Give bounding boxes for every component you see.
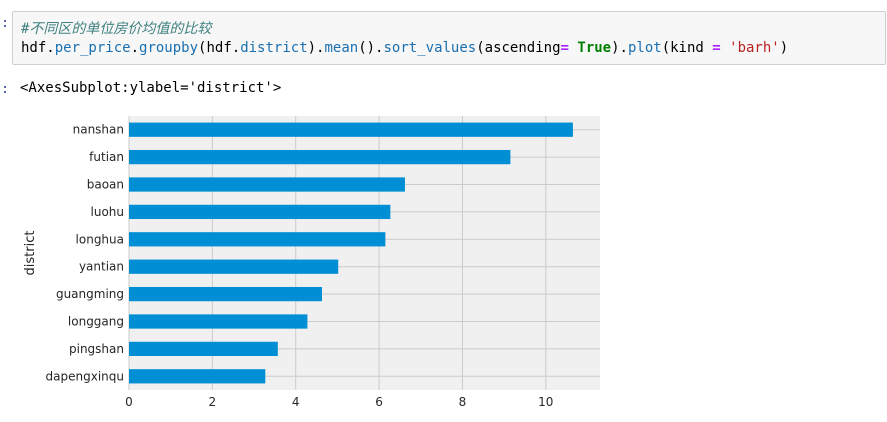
code-token: plot: [627, 40, 662, 56]
x-tick-label: 8: [459, 395, 467, 409]
code-token: .: [130, 40, 140, 56]
code-token: district: [240, 40, 308, 56]
y-tick-label: longhua: [76, 232, 124, 246]
code-statement-line: hdf.per_price.groupby(hdf.district).mean…: [21, 40, 788, 56]
code-token: groupby: [139, 40, 199, 56]
x-tick-label: 0: [125, 395, 133, 409]
code-token: sort_values: [383, 40, 477, 56]
y-tick-label: guangming: [56, 287, 124, 301]
code-token: 'barh': [729, 40, 780, 56]
y-tick-label: pingshan: [69, 342, 124, 356]
y-tick-label: yantian: [79, 260, 124, 274]
input-prompt: :: [1, 16, 9, 31]
code-token: =: [560, 40, 569, 56]
bar-guangming: [129, 286, 322, 302]
code-token: ).: [307, 40, 325, 56]
bar-longgang: [129, 314, 308, 329]
x-tick-label: 10: [538, 395, 553, 409]
bar-futian: [129, 149, 511, 165]
bar-baoan: [129, 177, 405, 192]
y-tick-label: baoan: [87, 178, 124, 192]
output-repr-text: <AxesSubplot:ylabel='district'>: [20, 80, 282, 96]
x-tick-label: 2: [209, 395, 217, 409]
code-token: (hdf.: [198, 40, 241, 56]
code-token: mean: [324, 40, 359, 56]
code-token: ).: [611, 40, 628, 56]
bar-pingshan: [129, 341, 278, 357]
output-prompt: :: [1, 82, 9, 97]
bar-luohu: [129, 204, 391, 220]
code-input-cell[interactable]: #不同区的单位房价均值的比较 hdf.per_price.groupby(hdf…: [12, 11, 886, 65]
bar-yantian: [129, 259, 339, 274]
bar-chart: nanshan futian baoan luohu longhua yantian gua…: [23, 116, 600, 409]
code-token: hdf.: [21, 40, 55, 56]
y-axis-label: district: [23, 231, 38, 276]
y-tick-labels: nanshan futian baoan luohu longhua yantian gua…: [46, 123, 124, 384]
code-token: =: [712, 40, 721, 56]
y-tick-label: dapengxinqu: [46, 369, 124, 383]
code-token: True: [577, 40, 612, 56]
y-tick-label: luohu: [91, 205, 125, 219]
bars-group: [129, 122, 573, 384]
y-tick-label: longgang: [68, 315, 124, 329]
code-token: per_price: [54, 40, 131, 56]
bar-nanshan: [129, 122, 573, 137]
y-tick-label: nanshan: [73, 123, 124, 137]
code-token: [721, 40, 729, 56]
code-token: (kind: [661, 40, 713, 56]
code-token: ().: [358, 40, 384, 56]
x-tick-label: 4: [292, 395, 300, 409]
y-tick-label: futian: [89, 150, 124, 164]
code-comment-line: #不同区的单位房价均值的比较: [21, 21, 212, 37]
bar-dapengxinqu: [129, 369, 266, 384]
bar-longhua: [129, 232, 386, 247]
code-token: (ascending: [476, 40, 561, 56]
x-tick-label: 6: [375, 395, 383, 409]
x-tick-labels: 0 2 4 6 8 10: [125, 395, 553, 409]
code-token: ): [779, 40, 789, 56]
